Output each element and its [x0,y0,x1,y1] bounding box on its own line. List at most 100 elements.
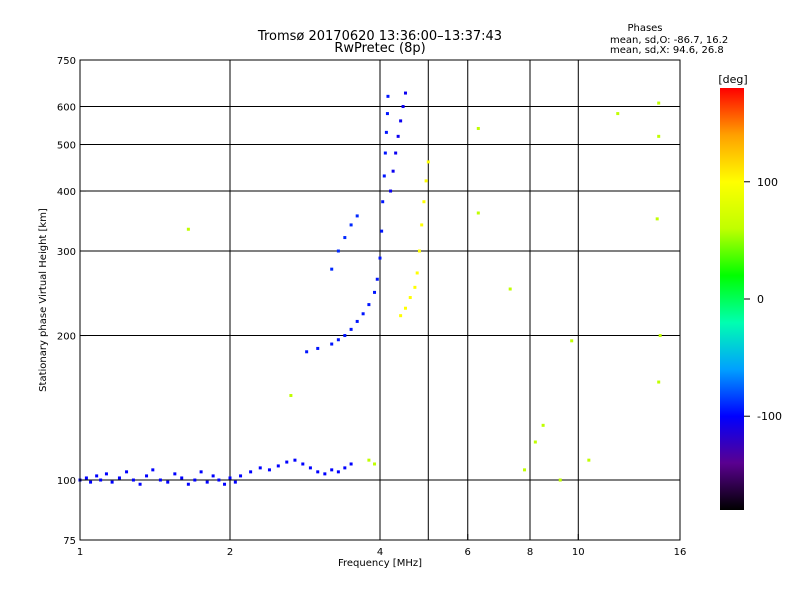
echo-point [378,256,382,260]
echo-point [267,468,271,472]
echo-point [399,119,403,123]
x-tick-label: 8 [527,547,533,558]
echo-point [394,151,398,155]
echo-point [211,474,215,478]
colorbar-tick-label: -100 [757,410,782,423]
echo-point [382,174,386,178]
echo-point [305,350,309,354]
echo-point [375,277,379,281]
echo-point [343,236,347,240]
echo-point [355,214,359,218]
stats-o-mode: mean, sd,O: -86.7, 16.2 [610,35,728,46]
echo-point [138,482,142,486]
echo-point [508,287,512,291]
echo-point [125,470,129,474]
echo-point [417,249,421,253]
y-tick-label: 500 [57,141,76,152]
echo-point [117,476,121,480]
echo-point [223,482,227,486]
echo-point [385,112,389,116]
echo-point [373,290,377,294]
echo-point [349,327,353,331]
y-tick-label: 400 [57,187,76,198]
colorbar-tick-label: 0 [757,293,764,306]
echo-point [396,134,400,138]
echo-point [383,151,387,155]
echo-point [616,112,620,116]
echo-point [151,468,155,472]
echo-point [380,229,384,233]
echo-point [180,476,184,480]
echo-point [330,342,334,346]
echo-point [349,223,353,227]
y-ticks: 75 100 200 300 400 500 600 750 [57,56,86,547]
echo-point [587,458,591,462]
echo-point [373,462,377,466]
echo-point [316,346,320,350]
colorbar-unit: [deg] [718,73,747,86]
echo-point [330,468,334,472]
echo-point [426,160,430,164]
echo-point [476,126,480,130]
echo-point [399,314,403,318]
echo-point [110,480,114,484]
echo-point [415,271,419,275]
echo-point [205,480,209,484]
echo-point [308,466,312,470]
echo-point [343,466,347,470]
echo-point [413,285,417,289]
echo-point [533,440,537,444]
echo-point [657,134,661,138]
y-tick-label: 75 [63,536,76,547]
echo-point [99,478,103,482]
phase-colorbar: [deg] 100 0 -100 [718,73,782,510]
grid-lines [80,60,680,540]
x-tick-label: 1 [77,547,83,558]
stats-title: Phases [627,23,662,34]
echo-point [476,211,480,215]
echo-point [233,480,237,484]
echo-point [343,334,347,338]
x-tick-label: 10 [572,547,585,558]
chart-subtitle: RwPretec (8p) [334,41,425,56]
echo-point [570,339,574,343]
echo-point [386,94,390,98]
x-tick-label: 2 [227,547,233,558]
echo-point [249,470,253,474]
echo-point [408,296,412,300]
echo-point [145,474,149,478]
y-tick-label: 600 [57,103,76,114]
echo-point [361,312,365,316]
echo-point [158,478,162,482]
echo-point [424,179,428,183]
echo-point [285,460,289,464]
echo-point [541,423,545,427]
chart-title: Tromsø 20170620 13:36:00–13:37:43 [257,29,502,44]
y-tick-label: 200 [57,332,76,343]
echo-point [217,478,221,482]
y-tick-label: 100 [57,476,76,487]
colorbar-tick-label: 100 [757,176,778,189]
echo-point [84,476,88,480]
x-axis-label: Frequency [MHz] [338,558,422,569]
colorbar-gradient [720,88,744,510]
echo-point [316,470,320,474]
echo-point [367,303,371,307]
echo-point [391,169,395,173]
stats-x-mode: mean, sd,X: 94.6, 26.8 [610,45,724,56]
echo-point [228,476,232,480]
echo-point [323,472,327,476]
echo-point [301,462,305,466]
echo-point [336,470,340,474]
echo-point [89,480,93,484]
echo-point [173,472,177,476]
x-tick-label: 4 [377,547,383,558]
echo-point [186,482,190,486]
echo-point [355,319,359,323]
echo-point [258,466,262,470]
echo-point [336,249,340,253]
echo-point [558,478,562,482]
echo-point [199,470,203,474]
echo-point [403,306,407,310]
